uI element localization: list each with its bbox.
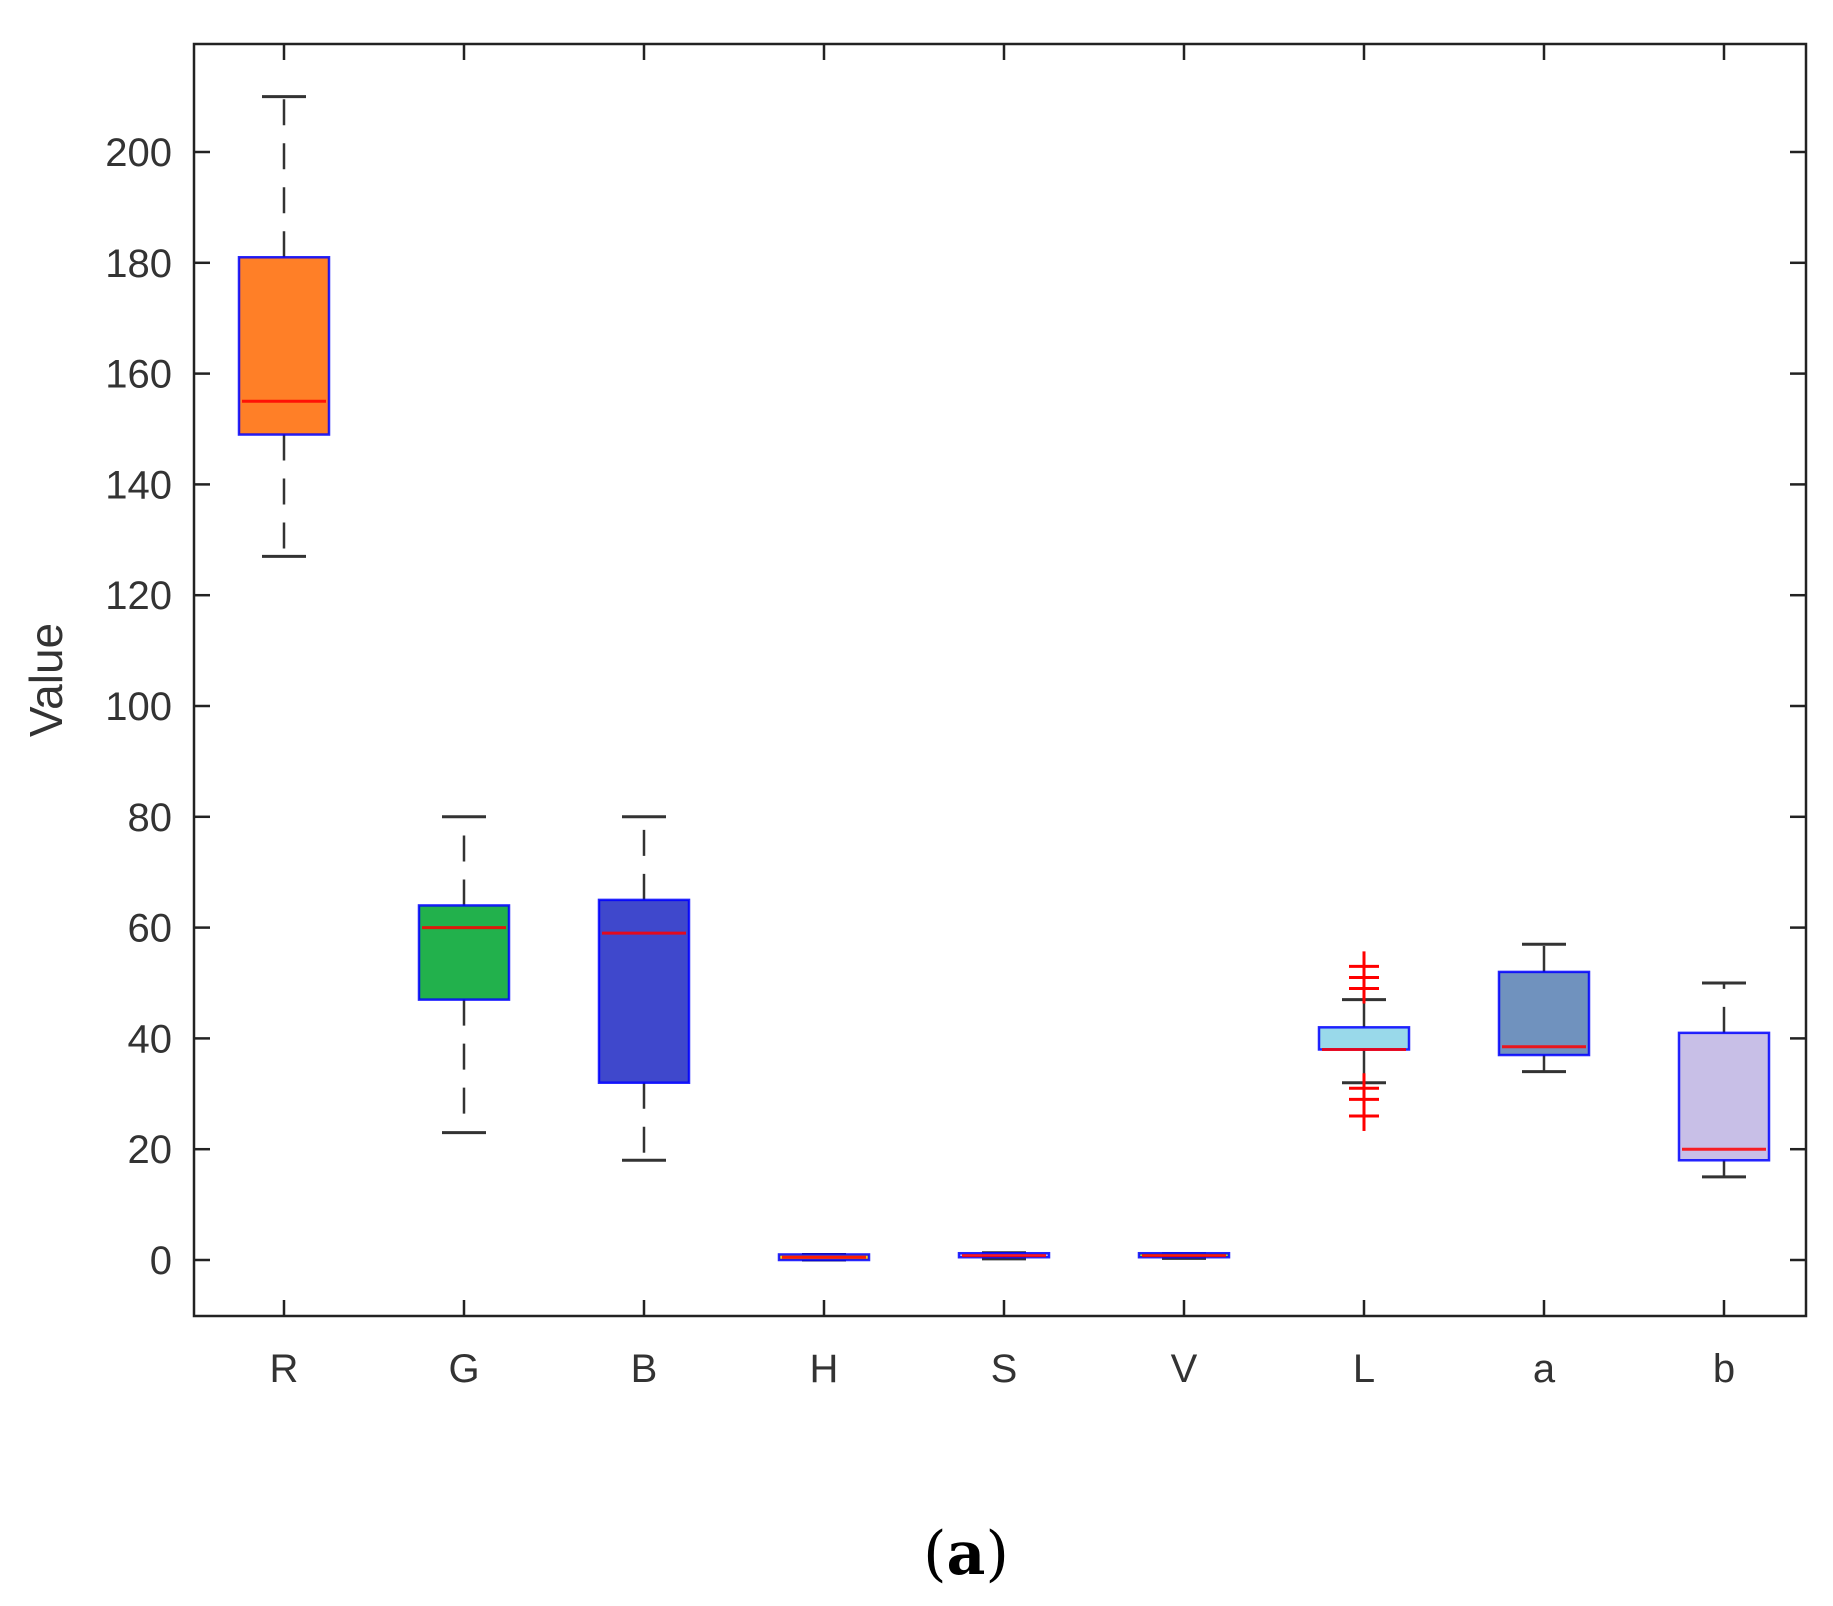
box-group-L	[1317, 951, 1411, 1131]
box-group-G	[417, 815, 511, 1135]
box-iqr	[237, 256, 331, 436]
box-iqr	[597, 898, 691, 1084]
box-group-V	[1137, 1251, 1231, 1260]
y-tick-label: 60	[128, 907, 173, 951]
box-iqr	[1677, 1031, 1771, 1162]
x-tick-label: H	[810, 1347, 839, 1391]
caption-open-paren: (	[923, 1519, 946, 1589]
caption-close-paren: )	[985, 1519, 1008, 1589]
x-tick-label: R	[270, 1347, 299, 1391]
x-tick-label: B	[631, 1347, 658, 1391]
y-tick-label: 100	[105, 685, 172, 729]
x-tick-label: V	[1171, 1347, 1198, 1391]
y-tick-label: 140	[105, 463, 172, 507]
box-group-b	[1677, 981, 1771, 1179]
y-tick-label: 0	[150, 1239, 172, 1283]
box-group-a	[1497, 942, 1591, 1074]
caption-letter: a	[947, 1519, 986, 1589]
box-group-H	[777, 1252, 871, 1262]
x-tick-label: G	[448, 1347, 479, 1391]
box-group-R	[237, 95, 331, 558]
y-tick-label: 160	[105, 353, 172, 397]
x-tick-label: L	[1353, 1347, 1375, 1391]
y-tick-label: 20	[128, 1128, 173, 1172]
y-tick-label: 180	[105, 242, 172, 286]
x-tick-label: S	[991, 1347, 1018, 1391]
box-iqr	[1317, 1026, 1411, 1051]
y-tick-label: 120	[105, 574, 172, 618]
box-iqr	[1497, 970, 1591, 1057]
y-tick-label: 40	[128, 1017, 173, 1061]
plot-frame	[192, 42, 1808, 1318]
y-tick-label: 80	[128, 796, 173, 840]
y-axis-title: Value	[20, 623, 72, 737]
box-iqr	[417, 904, 511, 1001]
x-tick-label: b	[1713, 1347, 1735, 1391]
y-tick-label: 200	[105, 131, 172, 175]
figure-caption: (a)	[923, 1519, 1009, 1589]
box-group-B	[597, 815, 691, 1162]
x-tick-label: a	[1533, 1347, 1556, 1391]
box-group-S	[957, 1251, 1051, 1261]
